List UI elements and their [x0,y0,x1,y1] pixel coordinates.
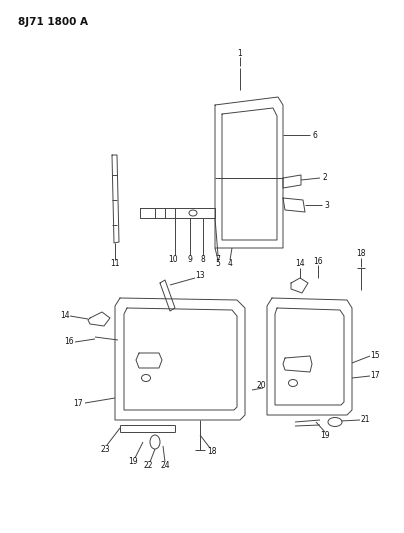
Text: 4: 4 [227,260,232,269]
Text: 20: 20 [256,382,266,391]
Text: 19: 19 [128,457,138,466]
Text: 10: 10 [168,254,178,263]
Text: 19: 19 [320,432,330,440]
Text: 15: 15 [370,351,380,359]
Text: 17: 17 [73,399,83,408]
Text: 8: 8 [201,254,205,263]
Text: 14: 14 [60,311,70,319]
Text: 7: 7 [216,254,221,263]
Text: 17: 17 [370,370,380,379]
Text: 11: 11 [110,260,120,269]
Text: 16: 16 [313,256,323,265]
Text: 24: 24 [160,462,170,471]
Text: 2: 2 [323,173,327,182]
Text: 3: 3 [324,200,329,209]
Text: 22: 22 [143,462,153,471]
Text: 21: 21 [360,416,370,424]
Text: 13: 13 [195,271,205,280]
Text: 14: 14 [295,260,305,269]
Text: 8J71 1800 A: 8J71 1800 A [18,17,88,27]
Text: 9: 9 [187,254,192,263]
Text: 6: 6 [313,131,318,140]
Text: 18: 18 [207,448,217,456]
Text: 23: 23 [100,446,110,455]
Text: 1: 1 [238,50,242,59]
Text: 18: 18 [356,249,366,259]
Text: 16: 16 [64,337,74,346]
Text: 5: 5 [216,260,221,269]
